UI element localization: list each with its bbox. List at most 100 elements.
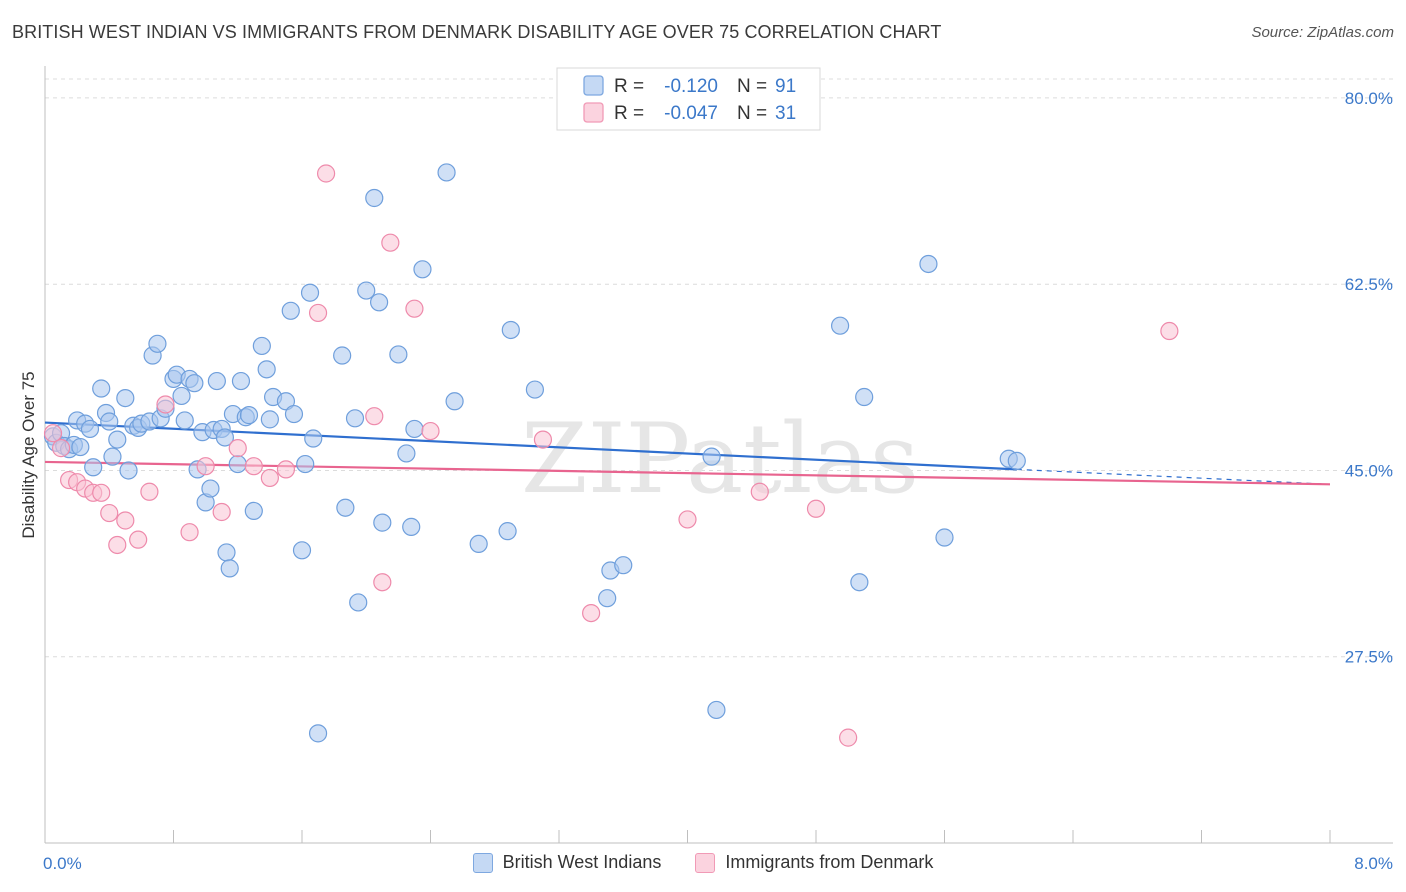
point-british-west-indian xyxy=(498,522,517,541)
point-british-west-indian xyxy=(919,254,938,274)
y-tick-label: 27.5% xyxy=(1345,648,1393,667)
point-british-west-indian xyxy=(935,528,954,547)
point-immigrant-denmark xyxy=(308,303,328,323)
point-british-west-indian xyxy=(1007,451,1026,470)
legend-n-label: N = xyxy=(737,103,767,124)
y-tick-label: 80.0% xyxy=(1345,89,1393,108)
point-british-west-indian xyxy=(707,700,726,720)
point-immigrant-denmark xyxy=(750,482,769,501)
point-british-west-indian xyxy=(469,534,488,554)
point-british-west-indian xyxy=(148,334,167,353)
point-immigrant-denmark xyxy=(806,499,826,518)
point-british-west-indian xyxy=(855,387,874,407)
point-british-west-indian xyxy=(830,316,850,335)
point-british-west-indian xyxy=(370,293,389,312)
point-british-west-indian xyxy=(304,429,323,448)
point-british-west-indian xyxy=(365,188,384,208)
point-british-west-indian xyxy=(373,513,392,532)
x-tick-label: 0.0% xyxy=(43,854,82,873)
point-british-west-indian xyxy=(300,283,320,302)
point-british-west-indian xyxy=(231,371,251,391)
point-immigrant-denmark xyxy=(228,439,247,458)
point-british-west-indian xyxy=(702,447,721,466)
point-british-west-indian xyxy=(308,724,328,743)
point-british-west-indian xyxy=(349,593,368,612)
point-immigrant-denmark xyxy=(108,535,127,555)
legend-label: British West Indians xyxy=(502,852,662,872)
point-immigrant-denmark xyxy=(140,482,159,501)
point-british-west-indian xyxy=(402,517,421,536)
point-british-west-indian xyxy=(217,543,236,562)
point-immigrant-denmark xyxy=(582,603,601,623)
trend-line-extension xyxy=(1016,468,1331,485)
point-british-west-indian xyxy=(172,386,191,406)
point-british-west-indian xyxy=(80,419,100,439)
legend-n-value: 31 xyxy=(775,103,796,124)
point-british-west-indian xyxy=(257,360,276,379)
point-british-west-indian xyxy=(71,437,90,457)
point-british-west-indian xyxy=(207,371,226,391)
legend-swatch-pink xyxy=(695,852,716,873)
point-immigrant-denmark xyxy=(43,424,63,443)
grid-lines xyxy=(45,78,1393,658)
axes xyxy=(44,66,1393,844)
point-immigrant-denmark xyxy=(244,457,263,476)
point-british-west-indian xyxy=(296,454,315,474)
point-immigrant-denmark xyxy=(92,483,111,502)
legend-r-label: R = xyxy=(614,76,644,97)
point-british-west-indian xyxy=(336,498,355,517)
point-british-west-indian xyxy=(92,379,111,398)
point-british-west-indian xyxy=(220,559,239,578)
legend-item-immigrants-from-denmark[interactable]: Immigrants from Denmark xyxy=(695,852,933,873)
point-immigrant-denmark xyxy=(533,430,553,449)
legend-swatch xyxy=(583,75,604,96)
correlation-legend: R = -0.120 N = 91 R = -0.047 N = 31 xyxy=(556,67,821,131)
point-british-west-indian xyxy=(260,410,279,429)
legend-item-british-west-indians[interactable]: British West Indians xyxy=(472,852,662,873)
point-immigrant-denmark xyxy=(212,502,231,522)
tick-labels: 80.0% 62.5% 45.0% 27.5% 0.0% 8.0% xyxy=(43,89,1393,873)
point-british-west-indian xyxy=(292,541,312,560)
legend-n-value: 91 xyxy=(775,76,796,97)
point-immigrant-denmark xyxy=(129,530,148,549)
point-british-west-indian xyxy=(239,406,259,425)
point-british-west-indian xyxy=(108,430,127,449)
chart-title: BRITISH WEST INDIAN VS IMMIGRANTS FROM D… xyxy=(12,22,942,42)
point-british-west-indian xyxy=(850,573,869,592)
series-legend: British West Indians Immigrants from Den… xyxy=(0,852,1406,873)
point-immigrant-denmark xyxy=(196,457,215,476)
x-tick-label: 8.0% xyxy=(1354,854,1393,873)
point-immigrant-denmark xyxy=(1160,321,1179,341)
legend-n-label: N = xyxy=(737,76,767,97)
data-points xyxy=(43,163,1179,747)
y-tick-label: 62.5% xyxy=(1345,275,1393,294)
point-british-west-indian xyxy=(389,345,408,364)
point-british-west-indian xyxy=(252,336,271,356)
point-british-west-indian xyxy=(175,411,194,430)
point-immigrant-denmark xyxy=(116,511,135,530)
point-immigrant-denmark xyxy=(156,395,175,414)
point-immigrant-denmark xyxy=(373,573,392,592)
point-immigrant-denmark xyxy=(260,468,279,488)
point-british-west-indian xyxy=(119,461,138,480)
point-british-west-indian xyxy=(284,404,304,424)
point-immigrant-denmark xyxy=(678,510,697,529)
point-british-west-indian xyxy=(445,392,464,411)
point-british-west-indian xyxy=(345,409,365,428)
point-british-west-indian xyxy=(244,501,263,521)
point-british-west-indian xyxy=(525,380,545,399)
point-british-west-indian xyxy=(103,447,122,466)
point-british-west-indian xyxy=(281,301,300,320)
point-british-west-indian xyxy=(614,556,633,575)
point-british-west-indian xyxy=(84,458,103,477)
point-immigrant-denmark xyxy=(51,439,71,458)
point-british-west-indian xyxy=(185,374,204,393)
point-immigrant-denmark xyxy=(839,728,858,747)
point-british-west-indian xyxy=(413,260,432,279)
source-credit: Source: ZipAtlas.com xyxy=(1251,24,1394,41)
legend-swatch xyxy=(583,102,604,123)
point-british-west-indian xyxy=(437,163,456,182)
point-british-west-indian xyxy=(116,388,135,408)
y-axis-label: Disability Age Over 75 xyxy=(19,371,38,538)
